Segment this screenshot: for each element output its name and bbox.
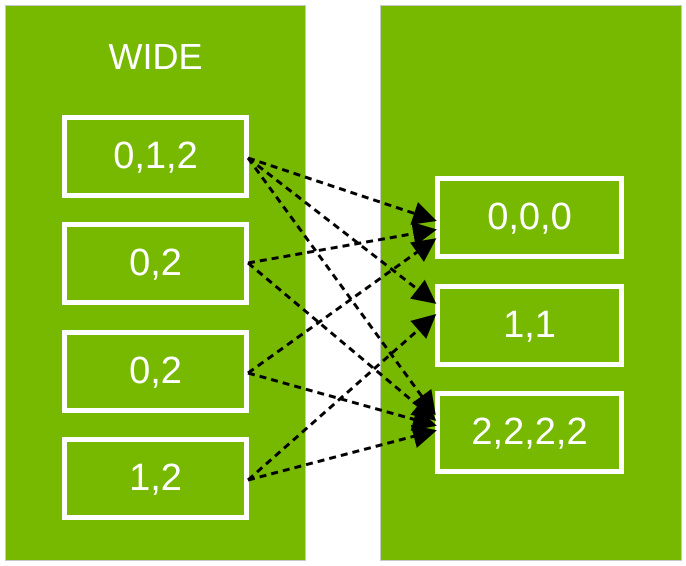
left-box-3: 1,2 bbox=[62, 437, 249, 520]
arrow-0-to-0 bbox=[247, 156, 437, 225]
arrow-1-to-0 bbox=[247, 221, 437, 265]
right-box-2: 2,2,2,2 bbox=[435, 391, 624, 474]
left-box-1: 0,2 bbox=[62, 222, 249, 305]
left-box-0: 0,1,2 bbox=[62, 115, 249, 198]
right-box-1: 1,1 bbox=[435, 284, 624, 367]
arrow-3-to-1 bbox=[247, 314, 437, 482]
left-box-2: 0,2 bbox=[62, 330, 249, 413]
left-panel-title: WIDE bbox=[108, 36, 203, 77]
right-box-0: 0,0,0 bbox=[435, 176, 624, 259]
arrow-0-to-2 bbox=[246, 157, 436, 416]
left-panel: WIDE bbox=[5, 5, 306, 561]
arrow-3-to-2 bbox=[247, 424, 437, 482]
arrow-2-to-0 bbox=[247, 238, 437, 375]
arrow-0-to-1 bbox=[247, 156, 437, 304]
arrow-1-to-2 bbox=[247, 261, 437, 421]
